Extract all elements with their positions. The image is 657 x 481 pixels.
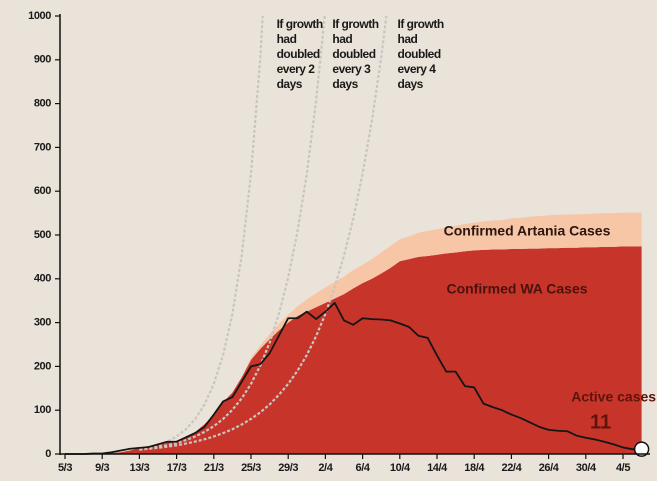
y-tick-label: 500 [34, 229, 51, 241]
area [65, 212, 642, 454]
y-tick-label: 900 [34, 54, 51, 66]
y-tick-label: 0 [45, 448, 51, 460]
x-tick-label: 9/3 [95, 462, 109, 474]
series-label: Confirmed WA Cases [446, 281, 587, 297]
end-point [633, 441, 650, 457]
x-tick-label: 5/3 [58, 462, 72, 474]
line [65, 301, 642, 455]
y-tick-label: 100 [34, 404, 51, 416]
y-tick-label: 400 [34, 273, 51, 285]
area [65, 246, 642, 454]
x-tick-label: 25/3 [241, 462, 261, 474]
y-tick-label: 700 [34, 141, 51, 153]
axes: 0 100 200 300 400 500 600 700 800 900 1000 5/3 9/3 13… [28, 10, 650, 474]
x-tick-label: 6/4 [356, 462, 371, 474]
x-tick-label: 18/4 [464, 462, 485, 474]
curve-label-text: If growth had doubled every 2 days [276, 17, 324, 91]
x-tick-label: 30/4 [576, 462, 597, 474]
x-tick-label: 22/4 [501, 462, 522, 474]
y-tick-label: 600 [34, 185, 51, 197]
x-tick-label: 10/4 [390, 462, 411, 474]
curve-label-text: If growth had doubled every 3 days [332, 17, 379, 91]
x-tick-label: 21/3 [204, 462, 224, 474]
x-tick-label: 26/4 [539, 462, 560, 474]
x-tick-label: 17/3 [167, 462, 187, 474]
doubling-curve [139, 16, 326, 451]
labels: Active cases: 11 If growth had doubled eve… [277, 17, 657, 433]
x-tick-label: 14/4 [427, 462, 448, 474]
x-tick-label: 4/5 [616, 462, 630, 474]
x-tick-label: 2/4 [318, 462, 333, 474]
y-tick-label: 200 [34, 360, 51, 372]
active-value: 11 [590, 411, 611, 433]
curve-label: If growth had doubled every 2 days [276, 17, 324, 91]
curve-label-text: If growth had doubled every 4 days [397, 17, 445, 91]
y-tick-label: 1000 [28, 10, 51, 22]
doubling-curve [139, 16, 388, 451]
curve-label: If growth had doubled every 4 days [397, 17, 445, 91]
active-label: Active cases: [571, 389, 657, 405]
curve-label: If growth had doubled every 3 days [332, 17, 379, 91]
x-tick-label: 29/3 [278, 462, 298, 474]
lines [65, 301, 650, 457]
areas [65, 212, 642, 454]
x-tick-label: 13/3 [129, 462, 149, 474]
y-tick-label: 300 [34, 317, 51, 329]
series-label: Confirmed Artania Cases [444, 223, 611, 239]
y-tick-label: 800 [34, 98, 51, 110]
